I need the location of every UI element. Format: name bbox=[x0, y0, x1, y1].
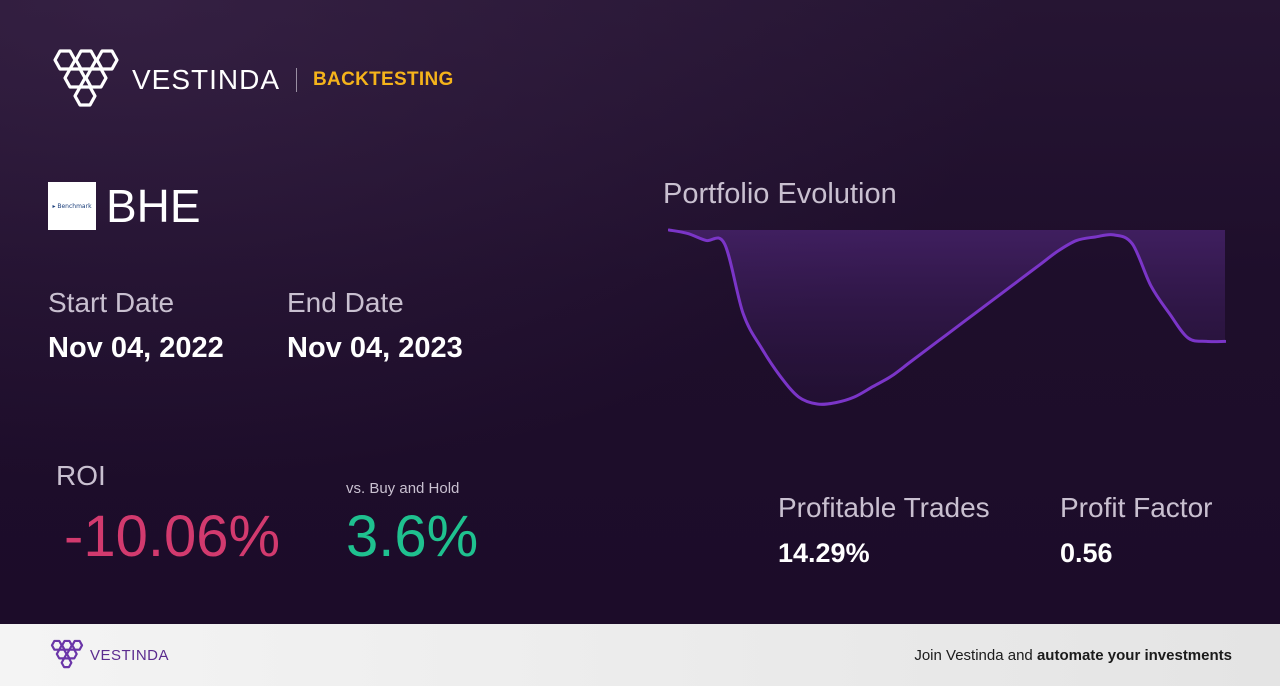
end-date-label: End Date bbox=[287, 287, 404, 318]
profit-factor-label: Profit Factor bbox=[1060, 492, 1213, 523]
portfolio-evolution-chart bbox=[668, 228, 1226, 406]
profitable-trades-label: Profitable Trades bbox=[778, 492, 990, 523]
profitable-trades-value: 14.29% bbox=[778, 538, 870, 568]
vs-buy-hold-label: vs. Buy and Hold bbox=[346, 480, 460, 497]
end-date-block: End Date Nov 04, 2023 bbox=[287, 286, 463, 366]
footer-cta-bold: automate your investments bbox=[1036, 646, 1232, 664]
roi-value: -10.06% bbox=[64, 504, 281, 569]
footer-cta-prefix: Join Vestinda and bbox=[914, 646, 1037, 664]
profit-factor-value: 0.56 bbox=[1060, 538, 1113, 568]
chart-title: Portfolio Evolution bbox=[663, 178, 897, 210]
start-date-block: Start Date Nov 04, 2022 bbox=[48, 286, 224, 366]
header: VESTINDA BACKTESTING bbox=[48, 46, 454, 114]
company-logo: ▸ Benchmark bbox=[48, 182, 96, 230]
brand-name: VESTINDA bbox=[132, 64, 281, 95]
profitable-trades-metric: Profitable Trades 14.29% bbox=[778, 490, 990, 570]
footer: VESTINDA Join Vestinda and automate your… bbox=[0, 624, 1280, 686]
company-logo-text: ▸ Benchmark bbox=[52, 202, 92, 210]
roi-label: ROI bbox=[56, 460, 106, 491]
footer-brand[interactable]: VESTINDA bbox=[48, 639, 169, 671]
start-date-label: Start Date bbox=[48, 287, 175, 318]
start-date-value: Nov 04, 2022 bbox=[48, 332, 224, 364]
end-date-value: Nov 04, 2023 bbox=[287, 332, 463, 364]
footer-cta[interactable]: Join Vestinda and automate your investme… bbox=[914, 647, 1232, 664]
hexagon-cluster-logo-icon bbox=[53, 49, 119, 107]
footer-brand-name: VESTINDA bbox=[90, 646, 170, 664]
chart-series-line bbox=[668, 228, 1226, 406]
section-tag: BACKTESTING bbox=[313, 69, 454, 90]
profit-factor-metric: Profit Factor 0.56 bbox=[1060, 490, 1212, 570]
header-divider bbox=[296, 68, 298, 92]
ticker-symbol: BHE bbox=[106, 180, 201, 232]
vs-buy-hold-value: 3.6% bbox=[346, 504, 479, 569]
ticker-row: ▸ Benchmark BHE bbox=[48, 182, 201, 230]
backtest-card: VESTINDA BACKTESTING ▸ Benchmark BHE Sta… bbox=[0, 0, 1280, 624]
chart-area-fill bbox=[669, 230, 1225, 405]
footer-hexagon-logo-icon bbox=[50, 639, 84, 669]
